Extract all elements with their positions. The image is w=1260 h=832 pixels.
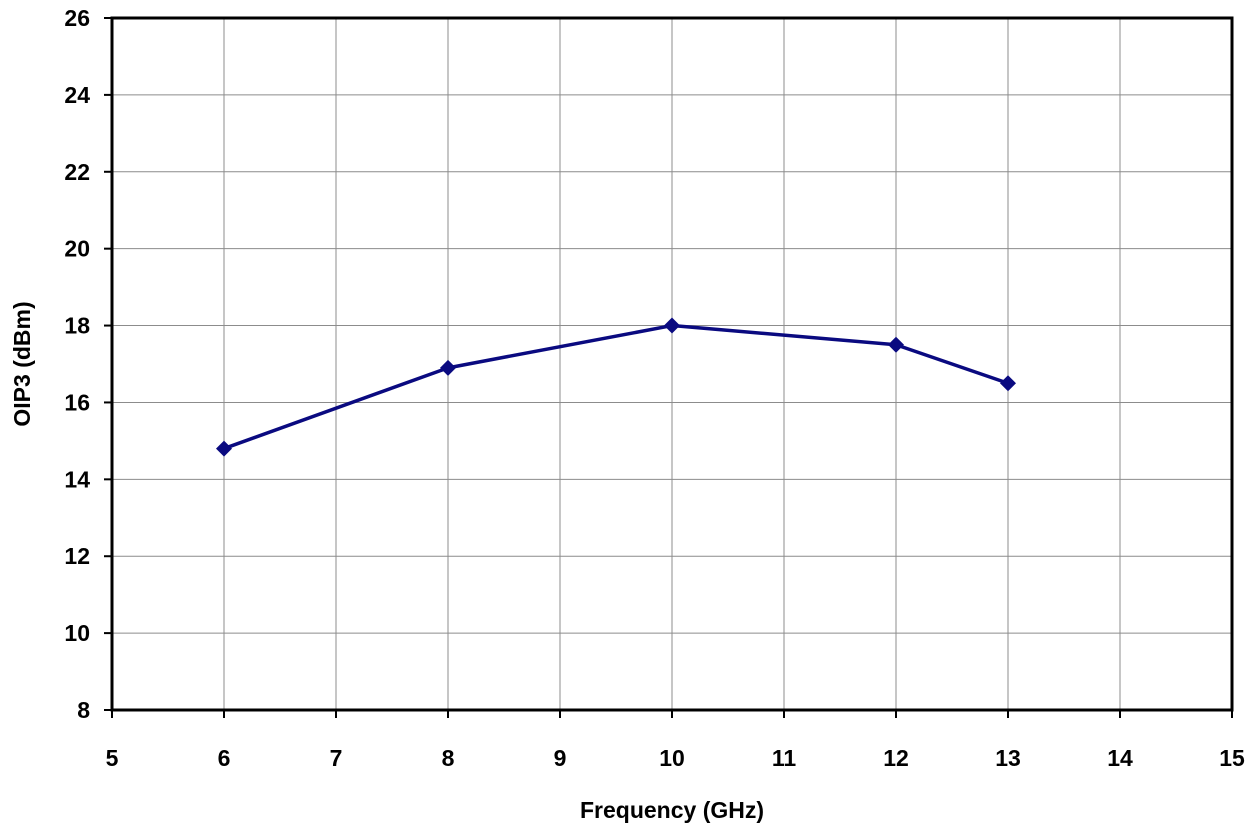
data-point-marker xyxy=(1000,375,1016,392)
y-tick-label: 8 xyxy=(77,697,90,723)
data-point-marker xyxy=(216,440,232,457)
y-axis-ticks: 8 10 12 14 16 18 20 22 24 26 xyxy=(64,5,112,723)
x-axis-ticks: 5 6 7 8 9 10 11 12 13 14 15 xyxy=(106,710,1245,771)
y-tick-label: 16 xyxy=(64,389,90,415)
x-tick-label: 15 xyxy=(1219,745,1245,771)
x-tick-label: 6 xyxy=(218,745,231,771)
x-tick-label: 10 xyxy=(659,745,685,771)
y-tick-label: 18 xyxy=(64,313,90,339)
y-tick-label: 26 xyxy=(64,5,90,31)
x-tick-label: 5 xyxy=(106,745,119,771)
y-tick-label: 22 xyxy=(64,159,90,185)
y-tick-label: 20 xyxy=(64,236,90,262)
y-tick-label: 24 xyxy=(64,82,90,108)
x-tick-label: 7 xyxy=(330,745,343,771)
y-tick-label: 10 xyxy=(64,620,90,646)
x-tick-label: 11 xyxy=(772,745,797,771)
x-tick-label: 9 xyxy=(554,745,567,771)
y-tick-label: 14 xyxy=(64,466,90,492)
series-group xyxy=(216,317,1016,457)
y-tick-label: 12 xyxy=(64,543,90,569)
x-axis-title: Frequency (GHz) xyxy=(580,797,764,823)
data-point-marker xyxy=(440,359,456,376)
x-tick-label: 12 xyxy=(883,745,909,771)
x-tick-label: 14 xyxy=(1107,745,1133,771)
x-tick-label: 13 xyxy=(995,745,1021,771)
plot-frame xyxy=(110,16,1234,712)
y-axis-title: OIP3 (dBm) xyxy=(9,301,35,426)
grid-lines xyxy=(112,18,1232,710)
data-point-marker xyxy=(888,336,904,353)
x-tick-label: 8 xyxy=(442,745,455,771)
data-point-marker xyxy=(664,317,680,334)
